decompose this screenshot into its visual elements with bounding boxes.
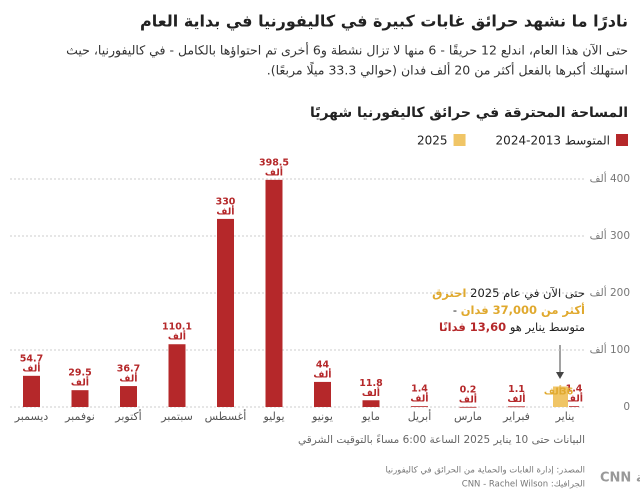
- annotation-part: 13,60 فدانًا: [439, 320, 506, 334]
- value-unit: ألف: [22, 361, 40, 374]
- y-tick-label: 0: [623, 401, 630, 413]
- bar: [71, 390, 89, 407]
- legend-label: المتوسط 2013-2024: [496, 134, 610, 149]
- value-number: 36: [560, 386, 574, 397]
- value-unit: ألف: [168, 330, 186, 343]
- y-tick-label: 100 ألف: [590, 342, 630, 356]
- annotation-part: احترق: [432, 286, 466, 300]
- x-tick-label: يونيو: [311, 410, 333, 423]
- value-label: 0.2: [460, 384, 477, 395]
- value-label: 1.1: [508, 384, 525, 395]
- annotation-part: أكثر من 37,000 فدان: [461, 302, 585, 317]
- bar: [120, 386, 137, 407]
- value-unit: ألف: [313, 367, 331, 380]
- value-label: 29.5: [68, 368, 91, 379]
- annotation-part: متوسط يناير هو: [506, 320, 585, 335]
- x-tick-label: فبراير: [502, 410, 530, 423]
- value-label: 330: [216, 196, 236, 207]
- value-unit: ألف: [216, 204, 234, 217]
- bar: [508, 406, 525, 408]
- value-label: 398.5: [259, 157, 289, 168]
- annotation-part: -: [453, 303, 461, 317]
- x-tick-label: يوليو: [262, 410, 284, 423]
- value-unit: ألف: [544, 384, 562, 397]
- x-tick-label: أبريل: [408, 409, 432, 423]
- value-unit: ألف: [459, 392, 477, 405]
- value-unit: ألف: [410, 392, 428, 405]
- y-tick-label: 400 ألف: [590, 171, 630, 185]
- x-tick-label: مايو: [361, 410, 380, 423]
- x-tick-label: أغسطس: [205, 409, 247, 423]
- value-unit: ألف: [507, 392, 525, 405]
- logo: CNN العربية: [600, 471, 640, 486]
- subtitle-line: استهلك أكبرها بالفعل أكثر من 20 ألف فدان…: [267, 61, 628, 79]
- annotation: متوسط يناير هو 13,60 فدانًا: [439, 320, 585, 335]
- chart-title: نادرًا ما نشهد حرائق غابات كبيرة في كالي…: [140, 12, 628, 32]
- bar: [411, 406, 428, 408]
- value-unit: ألف: [565, 392, 583, 405]
- y-tick-label: 200 ألف: [590, 285, 630, 299]
- annotation-part: حتى الآن في عام 2025: [467, 286, 586, 300]
- annotation-arrow-head: [556, 372, 564, 379]
- plot-title: المساحة المحترقة في حرائق كاليفورنيا شهر…: [310, 105, 628, 121]
- bar: [314, 381, 331, 407]
- value-label: 1.4: [566, 384, 583, 395]
- bar: [23, 375, 40, 407]
- bar: [553, 386, 568, 407]
- value-label: 36.7: [117, 364, 140, 375]
- value-label: 54.7: [20, 353, 43, 364]
- value-label: 44: [316, 359, 330, 370]
- legend-swatch: [453, 134, 466, 146]
- source: الجرافيك: CNN - Rachel Wilson: [462, 480, 585, 490]
- source: المصدر: إدارة الغابات والحماية من الحرائ…: [386, 466, 585, 476]
- value-unit: ألف: [265, 165, 283, 178]
- legend-label: 2025: [417, 134, 448, 148]
- subtitle-line: حتى الآن هذا العام، اندلع 12 حريقًا - 6 …: [66, 42, 628, 59]
- x-tick-label: يناير: [555, 410, 575, 423]
- bar: [362, 400, 380, 407]
- annotation: حتى الآن في عام 2025 احترق: [432, 286, 585, 300]
- y-tick-label: 300 ألف: [590, 228, 630, 242]
- annotation: أكثر من 37,000 فدان -: [453, 302, 585, 317]
- bar: [569, 406, 579, 408]
- x-tick-label: ديسمبر: [14, 410, 49, 423]
- x-tick-label: مارس: [454, 410, 482, 423]
- value-label: 11.8: [359, 378, 383, 389]
- legend-swatch: [616, 134, 628, 146]
- bar: [217, 218, 234, 407]
- footnote: البيانات حتى 10 يناير 2025 الساعة 6:00 م…: [298, 434, 585, 446]
- bar: [459, 406, 477, 408]
- value-label: 1.4: [411, 384, 428, 395]
- value-unit: ألف: [362, 386, 380, 399]
- x-tick-label: سبتمبر: [160, 410, 193, 423]
- x-tick-label: أكتوبر: [114, 409, 141, 423]
- value-label: 110.1: [162, 322, 192, 333]
- value-label: 36ألف: [544, 384, 574, 397]
- bar: [168, 344, 186, 407]
- value-unit: ألف: [71, 376, 89, 389]
- value-unit: ألف: [119, 372, 137, 385]
- x-tick-label: نوفمبر: [64, 410, 95, 423]
- bar: [265, 179, 283, 407]
